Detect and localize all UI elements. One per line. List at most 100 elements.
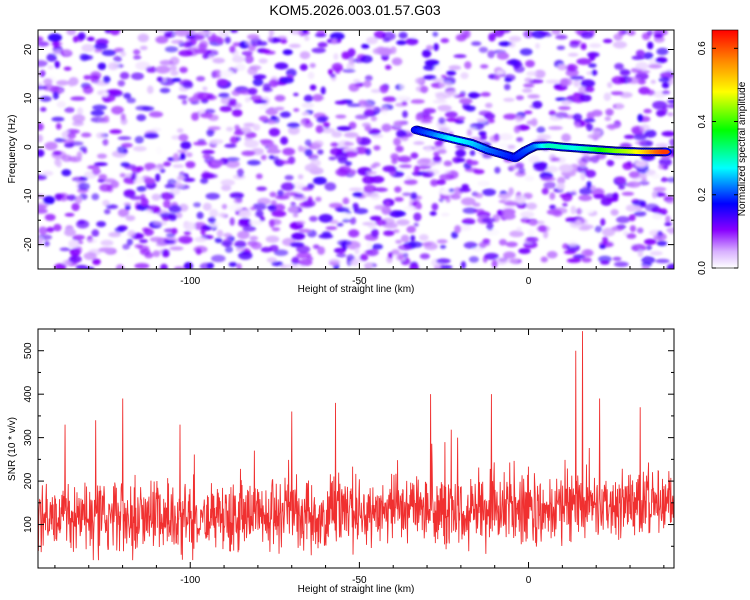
noise-blob (177, 95, 188, 100)
noise-blob (316, 116, 328, 123)
noise-blob (54, 158, 61, 166)
noise-blob (144, 162, 157, 170)
noise-blob (394, 186, 402, 193)
noise-blob (536, 126, 546, 134)
noise-blob (391, 249, 400, 255)
noise-blob (462, 207, 478, 214)
noise-blob (304, 139, 312, 147)
noise-blob (274, 94, 286, 102)
noise-blob (226, 157, 240, 162)
noise-blob (103, 98, 111, 103)
noise-blob (51, 41, 63, 47)
noise-blob (406, 225, 417, 233)
noise-blob (669, 138, 674, 147)
noise-blob (126, 97, 136, 104)
noise-blob (646, 30, 654, 36)
noise-blob (171, 77, 182, 82)
noise-blob (102, 138, 109, 146)
noise-blob (228, 98, 237, 106)
noise-blob (549, 192, 556, 200)
noise-blob (44, 241, 50, 247)
noise-blob (156, 30, 170, 33)
noise-blob (433, 151, 440, 157)
noise-blob (229, 45, 236, 54)
noise-blob (93, 162, 108, 167)
noise-blob (366, 171, 377, 175)
noise-blob (258, 115, 269, 122)
noise-blob (235, 136, 242, 141)
noise-blob (38, 208, 48, 214)
noise-blob (371, 228, 379, 238)
noise-blob (252, 123, 261, 131)
noise-blob (197, 30, 212, 36)
noise-blob (202, 202, 212, 211)
noise-blob (149, 236, 164, 242)
noise-blob (403, 252, 409, 258)
noise-blob (557, 64, 568, 71)
noise-blob (496, 70, 505, 75)
noise-blob (603, 92, 611, 102)
noise-blob (397, 254, 404, 261)
noise-blob (249, 235, 259, 241)
x-tick-label: -50 (352, 276, 367, 287)
noise-blob (400, 135, 409, 142)
noise-blob (64, 107, 75, 113)
noise-blob (464, 61, 472, 69)
noise-blob (52, 150, 62, 156)
noise-blob (312, 94, 324, 102)
noise-blob (262, 83, 271, 91)
noise-blob (153, 206, 161, 214)
noise-blob (269, 219, 275, 228)
noise-blob (236, 263, 242, 269)
noise-blob (381, 110, 389, 116)
noise-blob (469, 93, 482, 98)
x-tick-label: 0 (526, 575, 532, 586)
noise-blob (443, 91, 458, 97)
colorbar: 0.0 0.2 0.4 0.6 Normalized spectral amplitu… (697, 29, 748, 275)
noise-blob (618, 185, 625, 190)
noise-blob (59, 247, 71, 252)
noise-blob (288, 126, 300, 135)
noise-blob (178, 133, 189, 142)
noise-blob (298, 228, 312, 233)
noise-blob (598, 255, 612, 263)
noise-blob (139, 239, 148, 244)
colorbar-tick-label: 0.6 (697, 41, 708, 55)
noise-blob (586, 181, 592, 189)
noise-blob (494, 166, 501, 174)
noise-blob (177, 149, 188, 154)
colorbar-tick-label: 0.4 (697, 114, 708, 128)
noise-blob (349, 217, 357, 225)
noise-blob (396, 95, 409, 100)
noise-blob (580, 31, 594, 39)
noise-blob (432, 155, 442, 163)
noise-blob (279, 111, 291, 118)
noise-blob (304, 36, 310, 41)
noise-blob (252, 202, 267, 211)
noise-blob (437, 149, 447, 155)
noise-blob (277, 189, 284, 197)
noise-blob (613, 261, 629, 268)
noise-blob (336, 222, 344, 227)
noise-blob (247, 159, 261, 166)
noise-blob (503, 251, 516, 259)
noise-blob (56, 80, 70, 86)
noise-blob (140, 197, 149, 207)
noise-blob (398, 244, 412, 251)
noise-blob (629, 225, 637, 233)
noise-blob (120, 51, 127, 57)
noise-blob (659, 208, 668, 216)
noise-blob (67, 132, 76, 139)
noise-blob (292, 181, 305, 190)
noise-blob (296, 220, 306, 225)
noise-blob (70, 96, 86, 101)
noise-blob (180, 141, 192, 150)
noise-blob (537, 225, 547, 233)
noise-blob (284, 175, 294, 181)
spectrogram-x-ticks: -100 -50 0 (54, 30, 665, 287)
noise-blob (498, 41, 512, 47)
noise-blob (196, 211, 204, 219)
noise-blob (535, 43, 540, 49)
noise-blob (74, 195, 82, 205)
noise-blob (268, 155, 275, 160)
